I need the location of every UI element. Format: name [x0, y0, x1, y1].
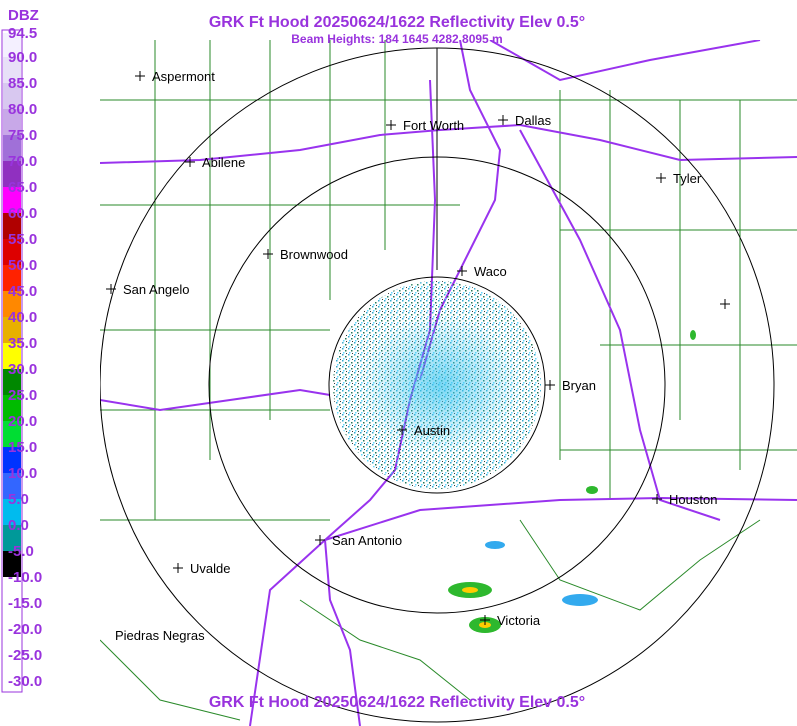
legend-label: 90.0: [8, 49, 37, 66]
cities: Aspermont Abilene Fort Worth Dallas Tyler Bro…: [106, 69, 717, 643]
legend-label: -20.0: [8, 621, 42, 638]
legend-label: 0.0: [8, 517, 29, 534]
legend: 94.5 90.0 85.0 80.0 75.0 70.0 65.0 60.0 55.0 50.0…: [3, 25, 42, 690]
legend-label: 20.0: [8, 413, 37, 430]
legend-swatch: [3, 447, 21, 473]
legend-label: -5.0: [8, 543, 34, 560]
legend-label: 15.0: [8, 439, 37, 456]
legend-label: 35.0: [8, 335, 37, 352]
city-label: Victoria: [497, 613, 541, 628]
city-label: Fort Worth: [403, 118, 464, 133]
legend-label: 40.0: [8, 309, 37, 326]
legend-label: -30.0: [8, 673, 42, 690]
city-label: Uvalde: [190, 561, 230, 576]
legend-label: 5.0: [8, 491, 29, 508]
legend-label: 10.0: [8, 465, 37, 482]
legend-swatch: [3, 317, 21, 343]
legend-label: 45.0: [8, 283, 37, 300]
legend-swatch: [3, 83, 21, 109]
legend-swatch: [3, 109, 21, 135]
footer-title: GRK Ft Hood 20250624/1622 Reflectivity E…: [209, 694, 585, 711]
legend-label: 80.0: [8, 101, 37, 118]
legend-label: 85.0: [8, 75, 37, 92]
legend-swatch: [3, 551, 21, 577]
legend-label: 65.0: [8, 179, 37, 196]
legend-swatch: [3, 135, 21, 161]
legend-swatch: [3, 421, 21, 447]
city-label: Tyler: [673, 171, 702, 186]
legend-swatch: [3, 33, 21, 57]
legend-label: 55.0: [8, 231, 37, 248]
legend-label: 30.0: [8, 361, 37, 378]
legend-label: 75.0: [8, 127, 37, 144]
legend-label: -15.0: [8, 595, 42, 612]
legend-swatch: [3, 161, 21, 187]
legend-label: 50.0: [8, 257, 37, 274]
legend-swatch: [3, 265, 21, 291]
echoes: [448, 330, 696, 633]
city-label: Dallas: [515, 113, 552, 128]
legend-swatch: [3, 369, 21, 395]
legend-swatch: [3, 655, 21, 681]
legend-label: 60.0: [8, 205, 37, 222]
legend-swatch: [3, 291, 21, 317]
legend-swatch: [3, 213, 21, 239]
subtitle: Beam Heights: 184 1645 4282 8095 m: [291, 32, 502, 46]
legend-swatch: [3, 525, 21, 551]
city-label: Bryan: [562, 378, 596, 393]
city-label: Aspermont: [152, 69, 215, 84]
legend-swatch: [3, 473, 21, 499]
city-label: Piedras Negras: [115, 628, 205, 643]
title: GRK Ft Hood 20250624/1622 Reflectivity E…: [209, 14, 585, 31]
legend-label: -25.0: [8, 647, 42, 664]
city-label: Waco: [474, 264, 507, 279]
legend-swatch: [3, 395, 21, 421]
legend-swatch: [3, 499, 21, 525]
city-label: Abilene: [202, 155, 245, 170]
legend-swatch: [3, 343, 21, 369]
city-label: San Antonio: [332, 533, 402, 548]
city-label: San Angelo: [123, 282, 190, 297]
legend-swatch: [3, 57, 21, 83]
legend-label: 70.0: [8, 153, 37, 170]
legend-label: 25.0: [8, 387, 37, 404]
city-label: Brownwood: [280, 247, 348, 262]
legend-swatch: [3, 629, 21, 655]
legend-unit: DBZ: [8, 7, 39, 24]
legend-swatch: [3, 239, 21, 265]
basemap: [100, 40, 797, 726]
city-label: Houston: [669, 492, 717, 507]
legend-label: 94.5: [8, 25, 37, 42]
legend-label: -10.0: [8, 569, 42, 586]
legend-swatch: [3, 603, 21, 629]
legend-swatch: [3, 681, 21, 690]
city-label: Austin: [414, 423, 450, 438]
legend-swatch: [3, 187, 21, 213]
marker: [720, 299, 730, 309]
legend-swatch: [3, 577, 21, 603]
